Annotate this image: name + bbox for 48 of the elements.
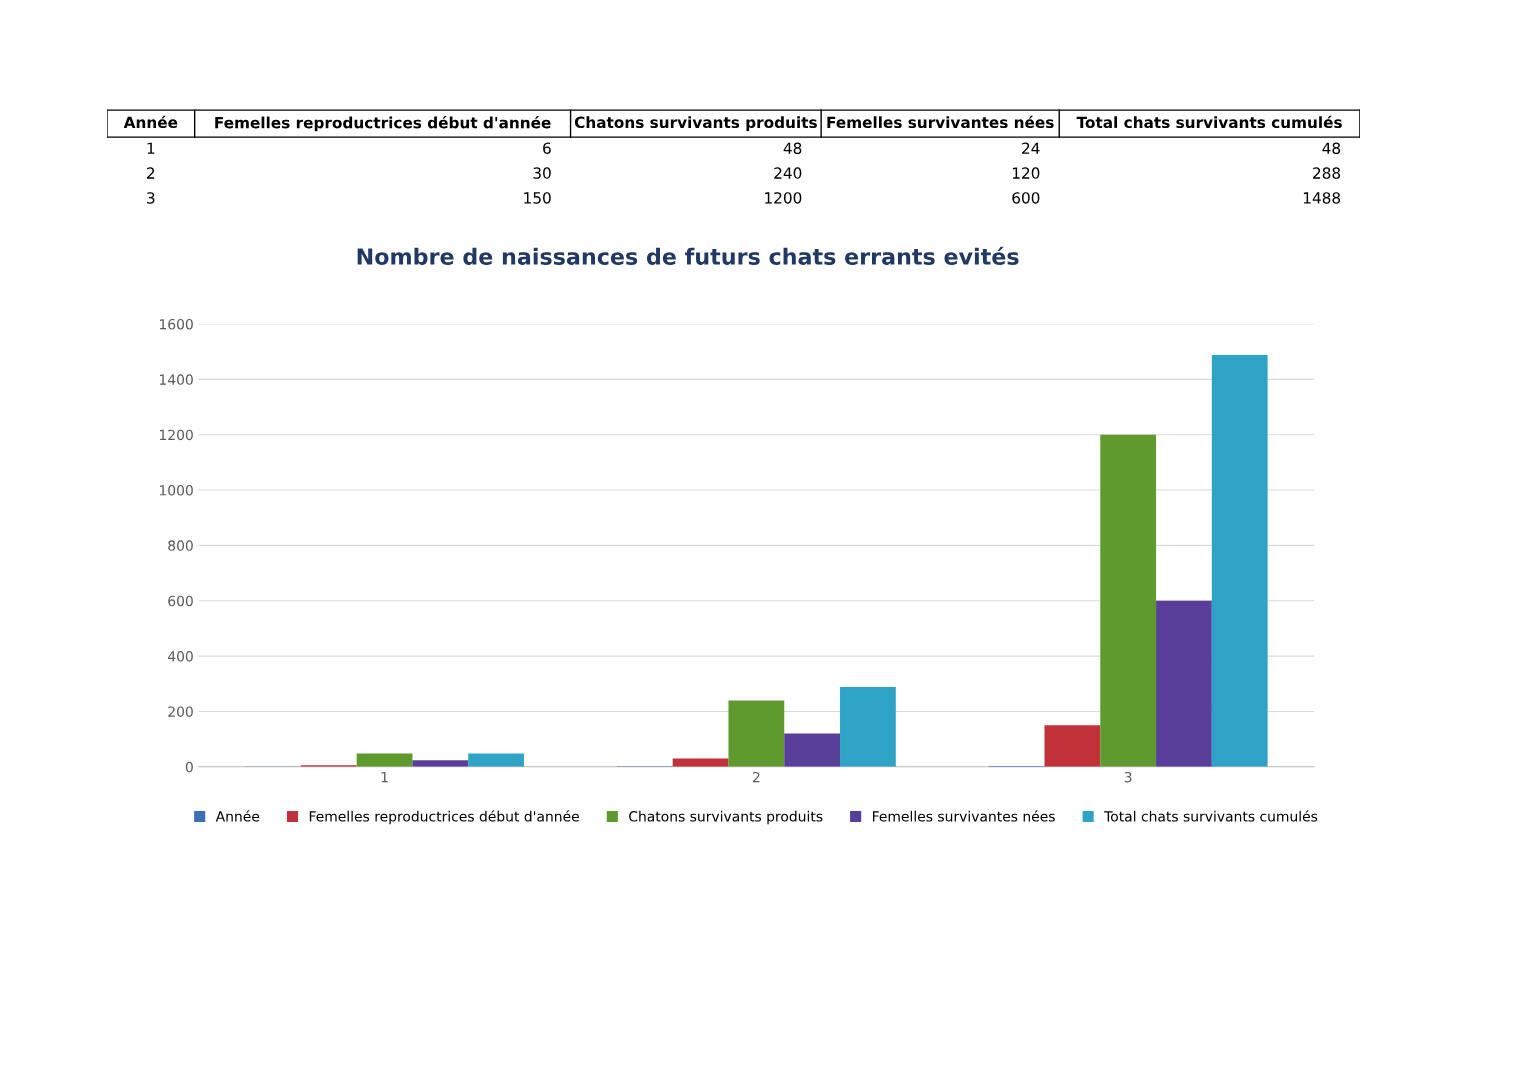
y-tick-label: 400: [167, 651, 193, 662]
data-label: 30: [533, 167, 551, 179]
data-label: 288: [1313, 167, 1341, 179]
bar: [784, 733, 841, 767]
chart-title: Nombre de naissances de futurs chats errants evités: [357, 246, 1019, 265]
data-label: 1: [147, 142, 155, 154]
y-tick-label: 600: [168, 595, 193, 607]
category-label: Total chats survivants cumulés: [1076, 115, 1342, 129]
category-label: Femelles reproductrices début d'année: [215, 115, 551, 132]
legend-label: Chatons survivants produits: [629, 810, 823, 825]
x-tick-label: 3: [1124, 771, 1132, 783]
x-tick-label: 1: [381, 772, 388, 783]
y-tick-label: 1600: [159, 318, 193, 330]
bar: [1044, 725, 1101, 767]
data-label: 240: [774, 167, 802, 179]
y-tick-label: 1400: [159, 374, 193, 385]
category-label: Femelles survivantes nées: [827, 115, 1054, 129]
data-label: 120: [1012, 167, 1040, 179]
bar: [840, 687, 896, 767]
bar: [728, 700, 785, 767]
data-label: 2: [147, 167, 155, 179]
data-label: 3: [147, 192, 155, 204]
legend-label: Total chats survivants cumulés: [1104, 810, 1318, 822]
bar: [1211, 355, 1268, 767]
data-label: 600: [1012, 192, 1040, 204]
y-tick-label: 200: [168, 706, 193, 717]
y-tick-label: 0: [185, 761, 193, 773]
bar: [412, 760, 469, 767]
data-label: 48: [1322, 142, 1341, 155]
legend-label: Année: [215, 810, 260, 822]
data-label: 1200: [765, 192, 802, 204]
bar: [1156, 600, 1212, 767]
bar: [468, 753, 524, 767]
data-label: 6: [543, 142, 551, 155]
bar: [1100, 434, 1157, 767]
legend-label: Femelles reproductrices début d'année: [309, 810, 579, 825]
bar: [672, 758, 729, 767]
y-tick-label: 800: [168, 540, 193, 551]
category-label: Année: [123, 115, 178, 129]
data-label: 1488: [1303, 192, 1341, 204]
y-tick-label: 1000: [159, 485, 193, 496]
y-tick-label: 1200: [159, 429, 193, 441]
x-tick-label: 2: [752, 771, 760, 783]
category-label: Chatons survivants produits: [574, 116, 817, 132]
data-label: 24: [1022, 142, 1040, 154]
data-label: 150: [524, 192, 551, 204]
legend-label: Femelles survivantes nées: [872, 810, 1055, 822]
data-label: 48: [783, 142, 802, 155]
